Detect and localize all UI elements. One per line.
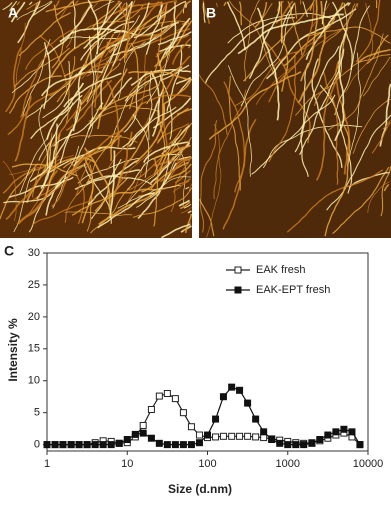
marker: [188, 424, 194, 430]
marker: [180, 410, 186, 416]
y-tick-label: 30: [28, 247, 40, 259]
marker: [84, 442, 90, 448]
plot-frame: [47, 253, 368, 451]
marker: [180, 442, 186, 448]
marker: [293, 442, 299, 448]
marker: [261, 429, 267, 435]
micrograph-b: [199, 0, 391, 238]
y-tick-label: 5: [34, 407, 40, 419]
marker: [301, 442, 307, 448]
y-axis-label: Intensity %: [6, 318, 20, 382]
marker: [172, 396, 178, 402]
legend-marker: [235, 287, 241, 293]
marker: [52, 442, 58, 448]
marker: [156, 393, 162, 399]
marker: [333, 429, 339, 435]
marker: [116, 440, 122, 446]
legend-label: EAK fresh: [256, 264, 306, 276]
marker: [108, 442, 114, 448]
panel-label: C: [4, 243, 14, 259]
series-line: [47, 394, 360, 445]
marker: [341, 426, 347, 432]
marker: [60, 442, 66, 448]
marker: [237, 433, 243, 439]
marker: [269, 437, 275, 443]
y-tick-label: 15: [28, 343, 40, 355]
x-tick-label: 10: [121, 458, 133, 470]
marker: [188, 442, 194, 448]
marker: [164, 391, 170, 397]
y-tick-label: 25: [28, 279, 40, 291]
y-tick-label: 10: [28, 375, 40, 387]
x-tick-label: 10000: [353, 458, 384, 470]
marker: [196, 432, 202, 438]
marker: [213, 416, 219, 422]
marker: [285, 442, 291, 448]
micrographs: [0, 0, 391, 238]
marker: [229, 433, 235, 439]
marker: [140, 422, 146, 428]
marker: [253, 434, 259, 440]
y-tick-label: 0: [34, 439, 40, 451]
marker: [132, 431, 138, 437]
legend-marker: [235, 267, 241, 273]
marker: [317, 437, 323, 443]
marker: [220, 394, 226, 400]
marker: [140, 430, 146, 436]
marker: [325, 432, 331, 438]
marker: [164, 442, 170, 448]
x-tick-label: 1: [44, 458, 50, 470]
marker: [172, 442, 178, 448]
legend-label: EAK-EPT fresh: [256, 284, 330, 296]
x-tick-label: 1000: [276, 458, 300, 470]
x-axis-label: Size (d.nm): [168, 482, 232, 496]
marker: [245, 400, 251, 406]
marker: [229, 384, 235, 390]
marker: [245, 433, 251, 439]
marker: [76, 442, 82, 448]
marker: [213, 434, 219, 440]
marker: [277, 440, 283, 446]
marker: [220, 433, 226, 439]
marker: [68, 442, 74, 448]
panel-label: A: [8, 5, 18, 21]
marker: [156, 440, 162, 446]
x-tick-label: 100: [198, 458, 216, 470]
marker: [196, 440, 202, 446]
marker: [237, 387, 243, 393]
marker: [44, 442, 50, 448]
marker: [124, 437, 130, 443]
marker: [148, 435, 154, 441]
marker: [253, 416, 259, 422]
marker: [148, 406, 154, 412]
panel-label: B: [206, 5, 216, 21]
marker: [205, 432, 211, 438]
marker: [349, 429, 355, 435]
marker: [261, 435, 267, 441]
y-tick-label: 20: [28, 311, 40, 323]
marker: [357, 442, 363, 448]
marker: [309, 440, 315, 446]
marker: [100, 442, 106, 448]
marker: [92, 442, 98, 448]
